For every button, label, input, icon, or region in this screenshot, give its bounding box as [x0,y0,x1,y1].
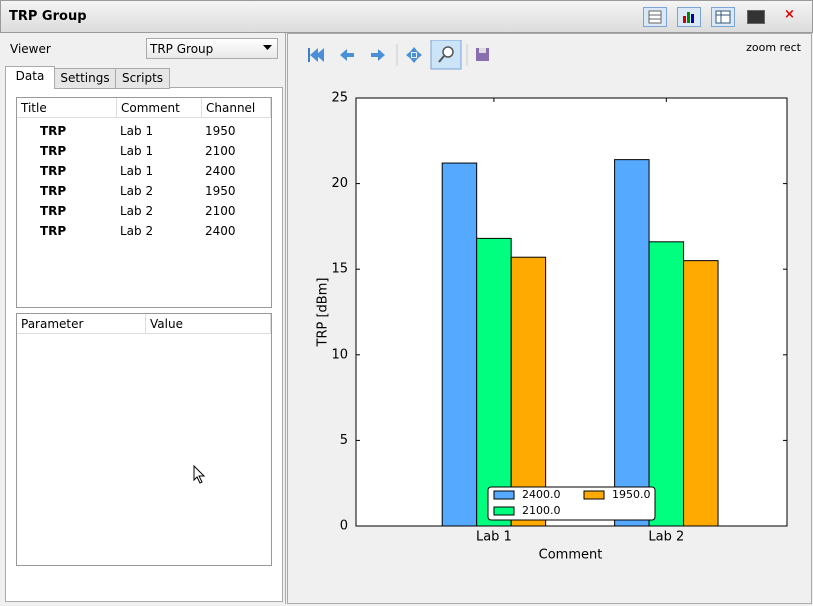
forward-button[interactable] [371,49,385,61]
plot-toolbar [308,40,489,70]
legend-label: 2400.0 [522,488,561,501]
table-cell: 1950 [205,184,236,198]
table-view-button[interactable] [643,7,667,27]
bar [614,159,650,527]
column-header: Value [146,314,271,334]
legend-swatch [493,506,515,516]
y-tick-label: 15 [331,262,348,277]
x-tick-label: Lab 1 [476,530,512,545]
save-button[interactable] [476,48,489,61]
viewer-label: Viewer [10,42,51,56]
table-cell: TRP [40,224,67,238]
table-cell: TRP [40,184,67,198]
table-cell: 2100 [205,144,236,158]
legend-label: 1950.0 [612,488,651,501]
bar [441,162,478,527]
legend-swatch [583,490,605,500]
viewer-selected: TRP Group [150,42,214,56]
legend-label: 2100.0 [522,504,561,517]
table-cell: TRP [40,144,67,158]
grid-view-button[interactable] [711,7,735,27]
table-cell: 1950 [205,124,236,138]
toolbar-mode: zoom rect [746,41,801,54]
table-cell: Lab 2 [120,224,154,238]
console-button[interactable] [747,10,765,24]
plot-frame [355,97,788,527]
home-button[interactable] [308,48,324,62]
bar [683,260,719,527]
table-cell: TRP [40,204,67,218]
x-tick-label: Lab 2 [648,530,684,545]
y-tick-label: 0 [340,519,348,534]
data-table: Title Comment Channel TRP Lab 1 1950 TRP Lab 1 2… [16,97,272,308]
zoom-button[interactable] [430,40,462,70]
chart: Lab 1 Lab 2 0 5 10 15 20 25 Comment TRP [dBm] 2400… [316,91,788,563]
table-cell: Lab 1 [120,124,154,138]
bar [510,256,547,527]
column-header: Title [17,98,117,118]
bar [476,237,512,527]
pan-button[interactable] [406,47,422,63]
parameter-table: Parameter Value [16,313,272,566]
tab[interactable]: Settings [54,68,116,89]
table-cell: TRP [40,164,67,178]
y-axis-label: TRP [dBm] [316,278,331,348]
table-cell: 2400 [205,224,236,238]
table-cell: 2400 [205,164,236,178]
y-tick-label: 20 [331,176,348,191]
legend-swatch [493,490,515,500]
y-tick-label: 10 [331,347,348,362]
window-title: TRP Group [9,9,87,24]
table-cell: TRP [40,124,67,138]
tab[interactable]: Data [5,66,55,88]
y-tick-label: 5 [340,433,348,448]
left-panel [0,33,286,604]
tab[interactable]: Scripts [115,68,170,89]
title-bar: TRP Group × [0,0,813,33]
table-cell: Lab 1 [120,164,154,178]
column-header: Parameter [17,314,146,334]
bar [648,241,685,527]
table-cell: Lab 1 [120,144,154,158]
plot-area [356,98,787,526]
column-header: Channel [202,98,271,118]
back-button[interactable] [340,49,354,61]
chart-view-button[interactable] [677,7,701,27]
viewer-combo[interactable]: TRP Group [146,38,278,59]
legend [487,486,656,521]
mouse-cursor [193,465,206,484]
y-tick-label: 25 [331,91,348,106]
x-axis-label: Comment [539,548,603,563]
column-header: Comment [117,98,202,118]
table-cell: 2100 [205,204,236,218]
table-cell: Lab 2 [120,204,154,218]
close-button[interactable]: × [784,7,795,22]
table-cell: Lab 2 [120,184,154,198]
